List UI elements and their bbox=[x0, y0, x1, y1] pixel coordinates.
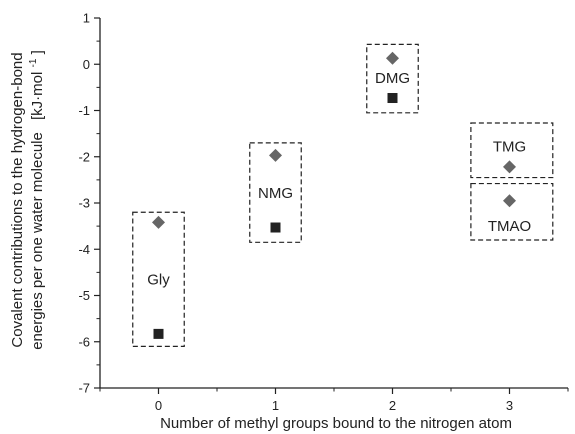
y-tick-label: 1 bbox=[83, 11, 90, 26]
group-boxes: Gly NMG DMG TMG TMAO bbox=[132, 43, 554, 347]
x-tick-label: 3 bbox=[506, 398, 513, 413]
tick-marks bbox=[94, 17, 569, 394]
square-point bbox=[270, 222, 281, 233]
group-box-nmg bbox=[249, 142, 302, 243]
group-label-tmg: TMG bbox=[493, 139, 526, 156]
group-label-dmg: DMG bbox=[375, 70, 410, 87]
y-tick-label: 0 bbox=[83, 57, 90, 72]
diamond-point bbox=[503, 160, 516, 174]
y-tick-label: -2 bbox=[78, 149, 90, 164]
y-axis-label-line-1: Covalent contributions to the hydrogen-b… bbox=[9, 52, 26, 347]
y-axis-label-line-2: energies per one water molecule [kJ·mol … bbox=[23, 50, 46, 350]
x-tick-label: 1 bbox=[272, 398, 279, 413]
square-point bbox=[387, 93, 398, 104]
y-tick-label: -3 bbox=[78, 196, 90, 211]
y-axis-unit: [kJ·mol bbox=[29, 72, 46, 120]
diamond-point bbox=[503, 194, 516, 208]
data-points bbox=[152, 51, 516, 339]
y-axis-unit-superscript: -1 bbox=[28, 58, 39, 67]
group-box-tmg bbox=[470, 122, 554, 179]
x-tick-label: 0 bbox=[155, 398, 162, 413]
y-tick-label: -5 bbox=[78, 288, 90, 303]
axes bbox=[99, 18, 568, 389]
diamond-point bbox=[152, 215, 165, 229]
diamond-point bbox=[269, 148, 282, 162]
y-tick-label: -4 bbox=[78, 242, 90, 257]
y-axis-label-line-2-text: energies per one water molecule bbox=[29, 132, 46, 350]
y-tick-label: -7 bbox=[78, 381, 90, 396]
x-tick-label: 2 bbox=[389, 398, 396, 413]
x-axis-label: Number of methyl groups bound to the nit… bbox=[160, 415, 512, 432]
group-label-gly: Gly bbox=[147, 271, 170, 288]
group-box-tmao bbox=[470, 182, 554, 241]
y-tick-label: -1 bbox=[78, 103, 90, 118]
group-label-tmao: TMAO bbox=[488, 218, 531, 235]
group-box-dmg bbox=[366, 43, 419, 114]
y-axis-unit-end: ] bbox=[29, 50, 46, 54]
diamond-point bbox=[386, 51, 399, 65]
group-label-nmg: NMG bbox=[258, 185, 293, 202]
tick-labels: 1 0 -1 -2 -3 -4 -5 -6 -7 0 1 2 3 bbox=[78, 11, 513, 414]
group-box-gly bbox=[132, 211, 185, 347]
y-tick-label: -6 bbox=[78, 334, 90, 349]
square-point bbox=[153, 328, 164, 339]
